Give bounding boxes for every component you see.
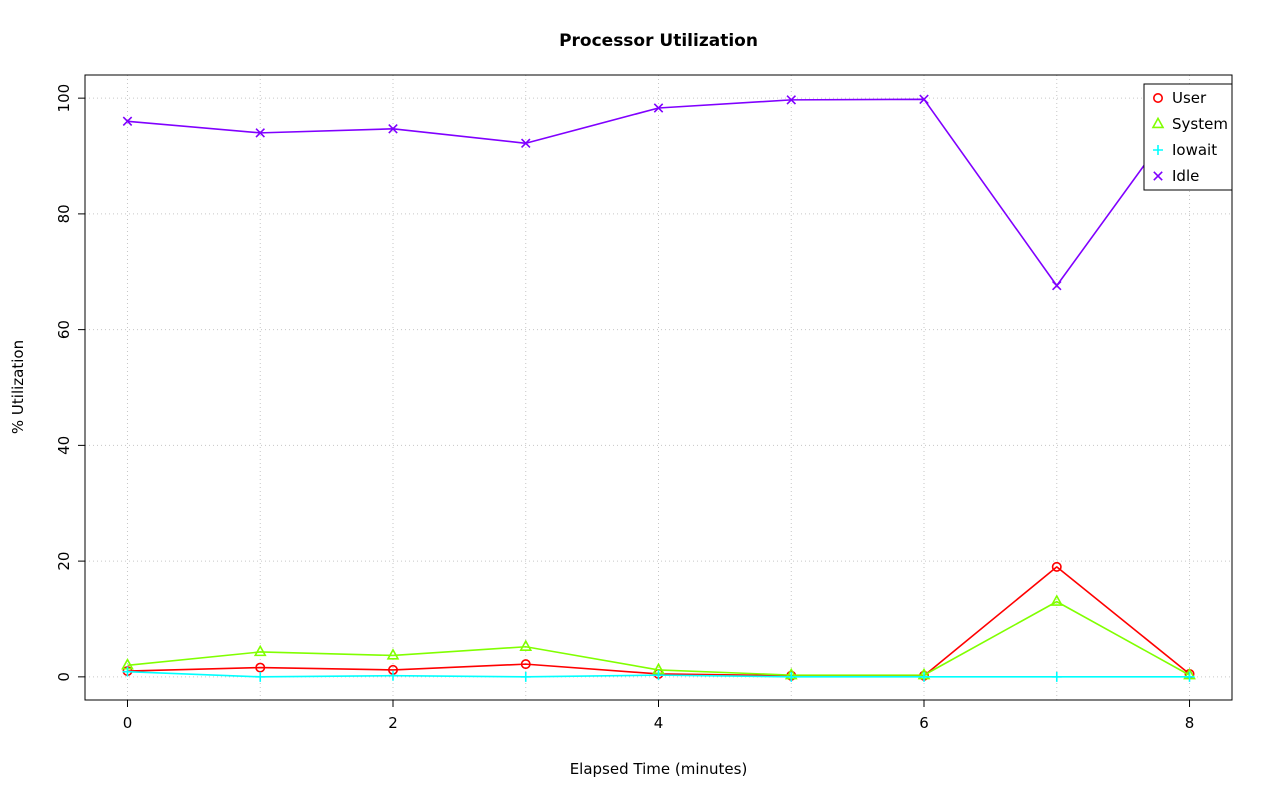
plus-marker — [786, 671, 797, 682]
x-tick-label: 2 — [388, 714, 398, 732]
y-axis: 0 20 40 60 80 100 — [55, 84, 85, 682]
series-idle — [122, 94, 1195, 291]
plus-marker — [1153, 145, 1163, 155]
series-system — [121, 594, 1196, 680]
x-marker — [255, 128, 266, 138]
legend: User System Iowait Idle — [1143, 83, 1233, 191]
x-marker — [919, 94, 929, 105]
y-tick-label: 20 — [55, 552, 73, 571]
y-axis-label: % Utilization — [9, 339, 27, 435]
chart-title: Processor Utilization — [559, 31, 758, 51]
plus-marker — [1184, 671, 1195, 682]
x-marker — [653, 103, 664, 113]
circle-marker — [255, 662, 266, 673]
circle-marker — [1153, 93, 1164, 104]
circle-marker — [520, 659, 531, 670]
x-marker — [122, 116, 133, 127]
circle-marker — [1051, 561, 1062, 572]
y-tick-label: 60 — [55, 320, 73, 339]
series-line — [127, 600, 1190, 676]
x-tick-label: 6 — [919, 714, 929, 732]
plus-marker — [520, 671, 531, 682]
x-axis-label: Elapsed Time (minutes) — [569, 760, 748, 778]
legend-label-system: System — [1172, 115, 1228, 133]
x-axis: 0 2 4 6 8 — [123, 700, 1195, 732]
triangle-marker — [519, 639, 533, 651]
x-marker — [520, 138, 531, 149]
x-tick-label: 0 — [123, 714, 133, 732]
grid — [85, 75, 1232, 700]
legend-label-iowait: Iowait — [1172, 141, 1217, 159]
triangle-marker — [253, 644, 267, 657]
plus-marker — [122, 666, 133, 677]
plus-marker — [1051, 671, 1062, 682]
y-tick-label: 100 — [55, 84, 73, 113]
plus-marker — [387, 670, 398, 681]
series-user — [122, 561, 1195, 681]
series-iowait — [122, 666, 1195, 682]
x-marker — [1153, 171, 1163, 181]
legend-label-idle: Idle — [1172, 167, 1199, 185]
plus-marker — [653, 670, 664, 681]
legend-label-user: User — [1172, 89, 1207, 107]
y-tick-label: 40 — [55, 436, 73, 455]
triangle-marker — [386, 648, 400, 660]
x-marker — [786, 95, 797, 105]
triangle-marker — [1050, 594, 1064, 606]
x-tick-label: 4 — [654, 714, 664, 732]
triangle-marker — [1151, 116, 1165, 129]
y-tick-label: 80 — [55, 204, 73, 223]
y-tick-label: 0 — [55, 672, 73, 682]
x-marker — [388, 124, 398, 134]
x-marker — [1051, 280, 1062, 291]
x-tick-label: 8 — [1185, 714, 1195, 732]
plus-marker — [255, 671, 266, 682]
plus-marker — [919, 671, 930, 682]
